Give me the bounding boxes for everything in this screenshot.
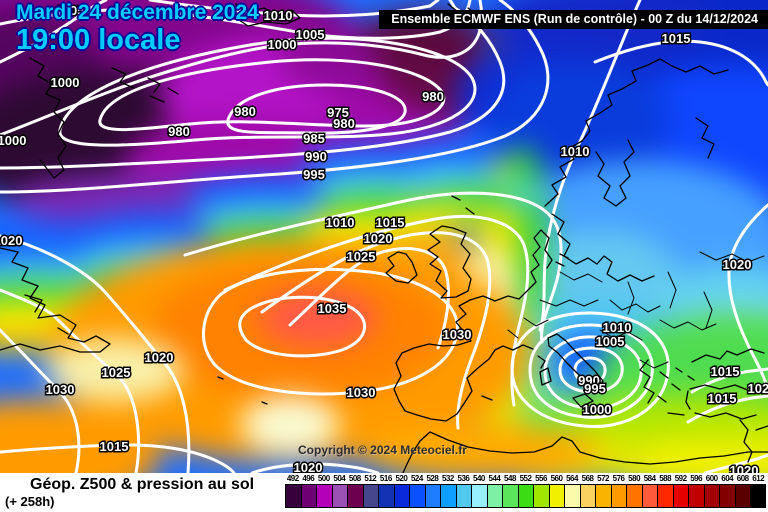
pressure-label: 1015 xyxy=(100,439,129,454)
pressure-label: 980 xyxy=(422,89,444,104)
pressure-label: 980 xyxy=(234,104,256,119)
coastlines xyxy=(0,3,768,473)
map-area: 1005 1010 1005 1000 1015 1000 980 980 975 980 980 9… xyxy=(0,0,768,473)
legend-cell: 596 xyxy=(688,474,704,508)
legend-cell: 508 xyxy=(347,474,363,508)
pressure-label: 1010 xyxy=(603,320,632,335)
pressure-label: 1015 xyxy=(376,215,405,230)
pressure-label: 995 xyxy=(303,167,325,182)
country-borders xyxy=(507,251,765,369)
pressure-label: 1005 xyxy=(56,3,85,18)
legend-cell: 512 xyxy=(362,474,379,508)
legend-cell: 500 xyxy=(316,474,332,508)
legend-cell: 544 xyxy=(486,474,503,508)
footer-bar: Géop. Z500 & pression au sol (+ 258h) 49… xyxy=(0,473,768,512)
pressure-label: 990 xyxy=(578,373,600,388)
legend-scale: 492 496 500 504 508 512 516 520 524 528 532 536 540 5… xyxy=(285,474,766,508)
pressure-label: 995 xyxy=(584,381,606,396)
legend-cell: 532 xyxy=(440,474,456,508)
pressure-label: 990 xyxy=(305,149,327,164)
pressure-label: 1010 xyxy=(326,215,355,230)
isobar-contours xyxy=(0,0,768,473)
legend-cell: 536 xyxy=(455,474,472,508)
pressure-label: 1000 xyxy=(0,133,26,148)
legend-cell: 604 xyxy=(719,474,735,508)
legend-cell: 540 xyxy=(471,474,487,508)
time-label: 19:00 locale xyxy=(16,24,181,57)
pressure-label: 980 xyxy=(333,116,355,131)
pressure-label: 1020 xyxy=(723,257,752,272)
pressure-label: 1000 xyxy=(583,402,612,417)
legend-cell: 568 xyxy=(579,474,596,508)
legend-cell: 572 xyxy=(595,474,611,508)
pressure-label: 1020 xyxy=(748,381,768,396)
copyright-label: Copyright © 2024 Meteociel.fr xyxy=(298,443,467,457)
pressure-label: 1000 xyxy=(268,37,297,52)
pressure-label: 1015 xyxy=(711,364,740,379)
legend-cell: 524 xyxy=(409,474,425,508)
pressure-label: 985 xyxy=(303,131,325,146)
legend-cell: 608 xyxy=(734,474,751,508)
map-title: Géop. Z500 & pression au sol xyxy=(30,476,255,493)
pressure-label: 1005 xyxy=(296,27,325,42)
legend-cell: 560 xyxy=(548,474,565,508)
legend-cell: 504 xyxy=(331,474,348,508)
lead-time-label: (+ 258h) xyxy=(5,494,55,509)
pressure-label: 1030 xyxy=(46,382,75,397)
pressure-label: 1025 xyxy=(347,249,376,264)
pressure-label: 1010 xyxy=(561,144,590,159)
legend-cell: 600 xyxy=(703,474,720,508)
pressure-label: 1020 xyxy=(294,460,323,473)
legend-cell: 492 xyxy=(285,474,301,508)
legend-cell: 528 xyxy=(424,474,441,508)
legend-cell: 580 xyxy=(626,474,642,508)
pressure-label: 1025 xyxy=(102,365,131,380)
pressure-label: 1020 xyxy=(145,350,174,365)
pressure-label: 1015 xyxy=(662,31,691,46)
pressure-label: 1015 xyxy=(708,391,737,406)
pressure-label: 980 xyxy=(168,124,190,139)
legend-cell: 564 xyxy=(564,474,580,508)
legend-cell: 516 xyxy=(378,474,394,508)
legend-cell: 584 xyxy=(641,474,658,508)
pressure-label: 1030 xyxy=(347,385,376,400)
pressure-label: 1020 xyxy=(364,231,393,246)
date-label: Mardi 24 décembre 2024 xyxy=(16,1,259,24)
legend-cell: 612 xyxy=(750,474,766,508)
datetime-overlay: Mardi 24 décembre 2024 19:00 locale xyxy=(16,1,259,57)
pressure-label: 1005 xyxy=(596,334,625,349)
pressure-label: 1010 xyxy=(264,8,293,23)
legend-cell: 520 xyxy=(393,474,410,508)
legend-cell: 592 xyxy=(672,474,689,508)
legend-cell: 556 xyxy=(533,474,549,508)
pressure-label: 1020 xyxy=(730,463,759,473)
legend-cell: 548 xyxy=(502,474,518,508)
legend-cell: 552 xyxy=(517,474,534,508)
legend-cell: 576 xyxy=(610,474,627,508)
pressure-label: 975 xyxy=(327,105,349,120)
model-run-header: Ensemble ECMWF ENS (Run de contrôle) - 0… xyxy=(379,10,768,29)
pressure-label: 1000 xyxy=(51,75,80,90)
legend-cell: 496 xyxy=(300,474,317,508)
pressure-label: 1035 xyxy=(318,301,347,316)
pressure-label: 1030 xyxy=(443,327,472,342)
legend-cell: 588 xyxy=(657,474,673,508)
z500-color-field xyxy=(0,0,768,473)
pressure-label: 1020 xyxy=(0,233,22,248)
